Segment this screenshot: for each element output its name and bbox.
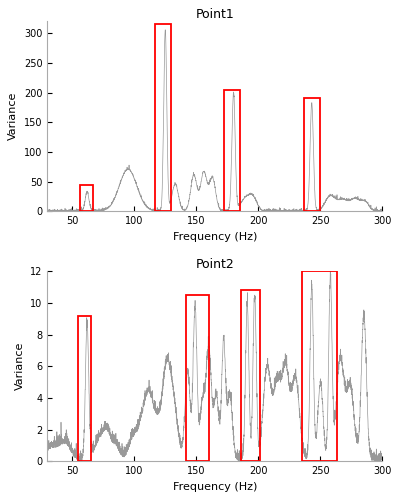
Y-axis label: Variance: Variance [8, 92, 18, 140]
Title: Point1: Point1 [196, 8, 234, 22]
Bar [224, 90, 240, 211]
Bar [241, 290, 260, 461]
X-axis label: Frequency (Hz): Frequency (Hz) [173, 482, 257, 492]
Y-axis label: Variance: Variance [14, 342, 24, 390]
Bar [186, 295, 209, 461]
X-axis label: Frequency (Hz): Frequency (Hz) [173, 232, 257, 241]
Bar [155, 24, 172, 211]
Bar [80, 184, 93, 211]
Bar [304, 98, 320, 211]
Bar [78, 316, 91, 461]
Title: Point2: Point2 [196, 258, 234, 272]
Bar [302, 272, 336, 461]
